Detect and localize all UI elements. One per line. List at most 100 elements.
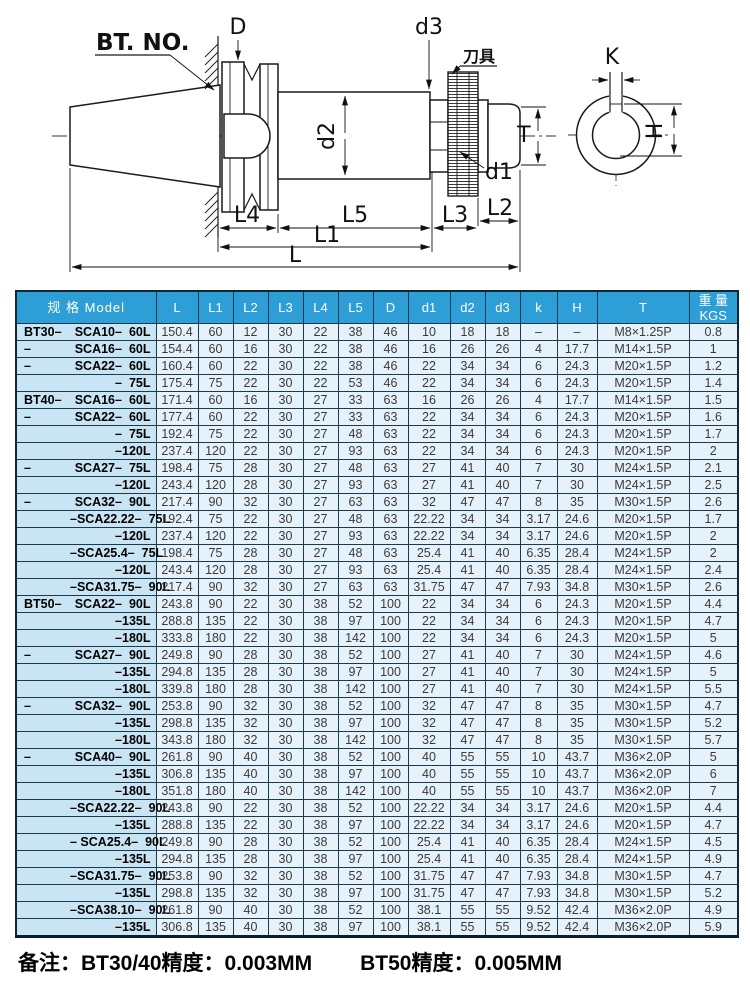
model-prefix: – <box>24 495 31 509</box>
tool-label: 刀具 <box>451 47 497 75</box>
value-cell: 33 <box>337 408 374 426</box>
value-cell: 34 <box>484 595 521 613</box>
value-cell: 55 <box>449 901 486 919</box>
value-cell: 24.3 <box>556 374 598 392</box>
value-cell: M24×1.5P <box>596 476 690 494</box>
value-cell: 28.4 <box>556 561 598 579</box>
value-cell: 4 <box>519 340 558 358</box>
value-cell: 40 <box>232 782 269 800</box>
value-cell: 38 <box>302 612 339 630</box>
value-cell: 38 <box>302 629 339 647</box>
svg-text:L1: L1 <box>314 223 340 248</box>
dim-k-label: K <box>605 45 620 70</box>
value-cell: 2 <box>688 544 739 562</box>
table-row: – SCA32– 90L 253.8 90 32 30 38 52 100 32 47 47 8 35 M30… <box>15 697 739 715</box>
value-cell: 2.1 <box>688 459 739 477</box>
table-row: –135L 288.8 135 22 30 38 97 100 22.22 34 34 3.17 24.… <box>15 816 739 834</box>
table-row: –SCA31.75– 90L 217.4 90 32 30 27 63 63 31.75 47 47 7… <box>15 578 739 596</box>
value-cell: 180 <box>197 782 234 800</box>
value-cell: 217.4 <box>155 578 199 596</box>
value-cell: 4 <box>519 391 558 409</box>
model-text: –180L <box>17 784 156 798</box>
value-cell: 351.8 <box>155 782 199 800</box>
value-cell: 100 <box>372 884 409 902</box>
value-cell: 34 <box>449 442 486 460</box>
model-cell: –120L <box>15 561 157 579</box>
value-cell: M30×1.5P <box>596 731 690 749</box>
model-series: SCA10– <box>74 325 122 339</box>
value-cell: 24.3 <box>556 408 598 426</box>
value-cell: 30 <box>267 595 304 613</box>
table-row: BT50– SCA22– 90L 243.8 90 22 30 38 52 100 22 34 34 6 2… <box>15 595 739 613</box>
table-row: – SCA22– 60L 177.4 60 22 30 27 33 63 22 34 34 6 24.3 M2… <box>15 408 739 426</box>
model-cell: –SCA22.22– 90L <box>15 799 170 817</box>
value-cell: 4.9 <box>688 850 739 868</box>
value-cell: 22 <box>232 510 269 528</box>
value-cell: 30 <box>267 867 304 885</box>
value-cell: 38 <box>302 595 339 613</box>
value-cell: 10 <box>519 782 558 800</box>
value-cell: 32 <box>407 714 451 732</box>
value-cell: 47 <box>449 731 486 749</box>
value-cell: 63 <box>372 544 409 562</box>
model-length: 90L <box>128 750 151 764</box>
value-cell: 171.4 <box>155 391 199 409</box>
value-cell: 4.7 <box>688 612 739 630</box>
model-prefix: BT40– <box>24 393 62 407</box>
value-cell: 6 <box>519 374 558 392</box>
value-cell: M30×1.5P <box>596 697 690 715</box>
length-dimensions: L4 L5 L3 L2 L1 L <box>69 168 521 272</box>
value-cell: 47 <box>449 578 486 596</box>
value-cell: 27 <box>407 646 451 664</box>
value-cell: 100 <box>372 901 409 919</box>
value-cell: 25.4 <box>407 561 451 579</box>
value-cell: 60 <box>197 323 234 341</box>
value-cell: 43.7 <box>556 765 598 783</box>
value-cell: 22 <box>407 425 451 443</box>
model-prefix: BT30– <box>24 325 62 339</box>
column-header: d3 <box>484 290 521 324</box>
model-series: – <box>115 376 122 390</box>
value-cell: 180 <box>197 629 234 647</box>
model-cell: –SCA31.75– 90L <box>15 578 170 596</box>
value-cell: M36×2.0P <box>596 901 690 919</box>
svg-text:d3: d3 <box>415 15 443 40</box>
value-cell: 55 <box>449 765 486 783</box>
value-cell: 53 <box>337 374 374 392</box>
value-cell: 38 <box>337 323 374 341</box>
model-cell: – SCA16– 60L <box>15 340 157 358</box>
value-cell: 100 <box>372 646 409 664</box>
value-cell: 6 <box>519 612 558 630</box>
value-cell: 63 <box>372 578 409 596</box>
value-cell: M20×1.5P <box>596 510 690 528</box>
table-row: – SCA22– 60L 160.4 60 22 30 22 38 46 22 34 34 6 24.3 M2… <box>15 357 739 375</box>
value-cell: 8 <box>519 493 558 511</box>
value-cell: 40 <box>484 544 521 562</box>
value-cell: 32 <box>232 697 269 715</box>
model-length: 75L <box>128 461 151 475</box>
value-cell: 30 <box>267 408 304 426</box>
value-cell: 25.4 <box>407 850 451 868</box>
model-text: – SCA22– 60L <box>17 359 156 373</box>
value-cell: 27 <box>302 544 339 562</box>
value-cell: 24.3 <box>556 595 598 613</box>
value-cell: 48 <box>337 510 374 528</box>
value-cell: 249.8 <box>155 833 199 851</box>
value-cell: 52 <box>337 748 374 766</box>
table-row: –180L 333.8 180 22 30 38 142 100 22 34 34 6 24.3 M20×… <box>15 629 739 647</box>
value-cell: 30 <box>267 680 304 698</box>
value-cell: 60 <box>197 391 234 409</box>
value-cell: 63 <box>372 391 409 409</box>
value-cell: M24×1.5P <box>596 544 690 562</box>
value-cell: 38 <box>302 731 339 749</box>
value-cell: M24×1.5P <box>596 680 690 698</box>
value-cell: 288.8 <box>155 612 199 630</box>
value-cell: 249.8 <box>155 646 199 664</box>
value-cell: 6 <box>519 357 558 375</box>
model-length: 75L <box>128 376 151 390</box>
value-cell: M24×1.5P <box>596 850 690 868</box>
value-cell: 135 <box>197 850 234 868</box>
value-cell: 22 <box>232 595 269 613</box>
value-cell: 2 <box>688 442 739 460</box>
value-cell: 90 <box>197 833 234 851</box>
